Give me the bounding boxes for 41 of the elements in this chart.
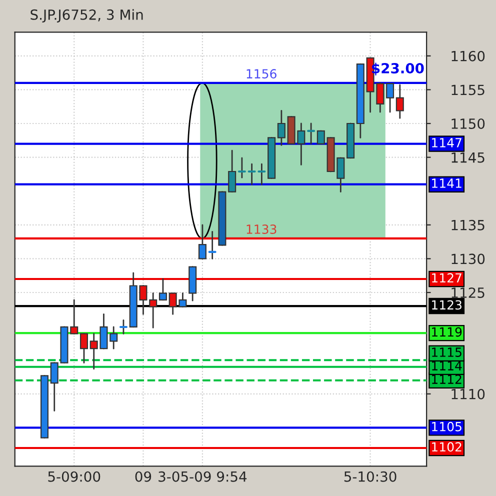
ref-line-label: 1115: [432, 348, 462, 357]
candlestick: [386, 82, 394, 113]
y-tick-label: 1150: [452, 118, 485, 129]
y-tick-label: 1160: [452, 50, 485, 62]
ref-line-label: 1141: [432, 178, 462, 188]
ref-line-label: 1112: [432, 374, 462, 384]
x-tick-label: 09: [135, 471, 152, 482]
ref-line-label: 1119: [432, 327, 462, 337]
ref-line-label: 1127: [432, 273, 462, 282]
y-tick-label: 1130: [452, 254, 485, 264]
candlestick: [158, 278, 167, 301]
ref-line-label: 1123: [432, 300, 462, 310]
candlestick: [149, 292, 158, 328]
candlestick: [80, 333, 88, 364]
chart-title: S.JP.J6752, 3 Min: [30, 9, 143, 22]
x-tick-label: 3-05-09 9:54: [158, 471, 247, 482]
y-tick-label: 1125: [452, 287, 484, 298]
candlestick: [198, 224, 206, 260]
ref-line-label: 1105: [432, 422, 462, 432]
candlestick: [316, 130, 325, 144]
y-tick-label: 1110: [452, 388, 485, 400]
ref-line-label: 1114: [432, 361, 462, 370]
candlestick: [110, 326, 118, 350]
y-tick-label: 1135: [452, 220, 484, 230]
candlestick: [396, 84, 404, 119]
ref-line-label: 1147: [432, 138, 462, 148]
x-tick-label: 5-10:30: [344, 471, 396, 482]
candlestick: [248, 163, 256, 186]
candlestick: [208, 230, 216, 260]
candlestick: [119, 320, 128, 334]
ref-line-label: 1156: [246, 69, 276, 78]
y-tick-label: 1155: [452, 84, 484, 96]
x-tick-label: 5-09:00: [48, 471, 100, 482]
candlestick: [238, 157, 246, 178]
ref-line-label: 1133: [246, 224, 276, 234]
y-tick-label: 1145: [452, 152, 484, 163]
ref-line-label: 1102: [432, 442, 462, 452]
candlestick: [277, 110, 286, 146]
candlestick: [307, 122, 316, 144]
candlestick: [228, 150, 236, 192]
candlestick: [258, 163, 266, 186]
